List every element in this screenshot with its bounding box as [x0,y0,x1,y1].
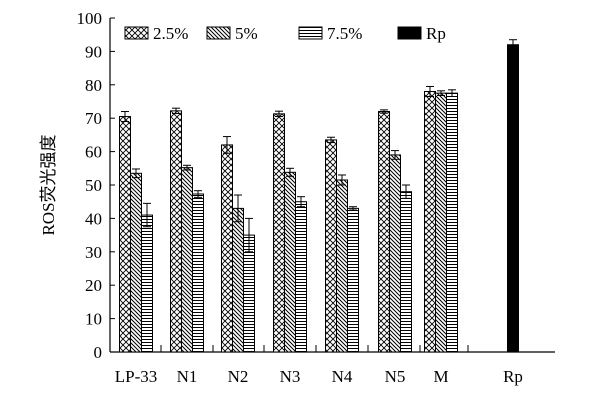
bar [221,144,233,353]
y-tick-label: 30 [85,243,102,262]
legend: 2.5% 5% 7.5% Rp [124,24,446,43]
y-tick-label: 50 [85,176,102,195]
y-tick-label: 90 [85,42,102,61]
legend-swatch [298,26,323,40]
error-bars-group [121,39,517,253]
y-tick-label: 20 [85,276,102,295]
legend-label: 5% [235,24,258,43]
x-tick-label: N3 [280,367,301,386]
bars-group [119,44,519,353]
axes: 0 10 20 30 40 50 60 70 80 90 100 LP-33 N1 N2 N3 N4 N5 M Rp [77,9,555,386]
bar [347,207,359,353]
x-tick-label: N1 [177,367,198,386]
y-tick-label: 70 [85,109,102,128]
y-tick-label: 40 [85,209,102,228]
bar [389,154,401,353]
bar [243,234,255,353]
y-tick-label: 0 [94,343,103,362]
x-tick-label: N2 [228,367,249,386]
bar [295,201,307,353]
legend-swatch [397,26,422,40]
bar [141,214,153,353]
legend-label: Rp [426,24,446,43]
bar [273,113,285,353]
x-tick-label: LP-33 [115,367,158,386]
y-tick-label: 80 [85,76,102,95]
y-tick-label: 100 [77,9,103,28]
bar [130,172,142,353]
legend-label: 7.5% [327,24,362,43]
bar [232,207,244,353]
bar [170,110,182,353]
x-tick-label: M [433,367,448,386]
bar [507,44,519,353]
y-axis-label: ROS荧光强度 [39,134,58,235]
x-tick-label: Rp [503,367,523,386]
bar [325,139,337,353]
bar [446,92,458,353]
bar [378,111,390,353]
bar [435,92,447,353]
y-tick-label: 60 [85,143,102,162]
bar [284,171,296,353]
bar [336,179,348,353]
bar [119,116,131,353]
bar [424,90,436,353]
x-tick-label: N5 [385,367,406,386]
y-tick-label: 10 [85,310,102,329]
bar [400,191,412,353]
x-tick-label: N4 [332,367,353,386]
legend-swatch [206,26,231,40]
legend-label: 2.5% [153,24,188,43]
legend-swatch [124,26,149,40]
bar [181,167,193,353]
bar [192,193,204,353]
